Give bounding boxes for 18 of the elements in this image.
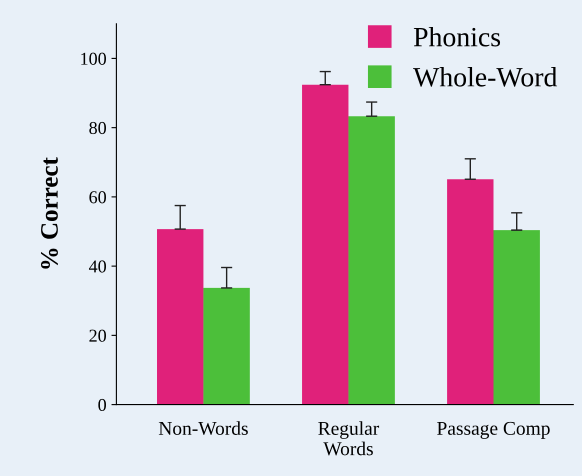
y-tick-label: 20 — [89, 330, 106, 342]
y-tick-label: 100 — [81, 52, 106, 65]
bar — [494, 230, 540, 405]
x-tick-label: Regular Words — [318, 421, 380, 456]
y-tick-label: 60 — [89, 191, 106, 204]
bar — [447, 179, 494, 405]
y-tick-label: 40 — [88, 260, 106, 273]
y-tick-label: 80 — [89, 122, 106, 134]
legend-label: Whole-Word — [413, 67, 558, 87]
bar — [302, 84, 348, 405]
x-tick-label: Passage Comp — [437, 422, 550, 439]
y-axis-title: % Correct — [40, 157, 58, 269]
x-tick-label: Non-Words — [158, 421, 248, 436]
bar — [157, 229, 204, 405]
y-tick-label: 0 — [98, 398, 106, 412]
bar — [348, 116, 395, 405]
legend-label: Phonics — [414, 26, 500, 47]
bar — [203, 288, 250, 405]
